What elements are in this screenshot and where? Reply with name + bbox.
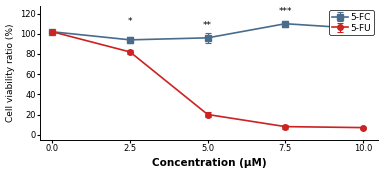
Text: **: ** [203,21,212,30]
Y-axis label: Cell viability ratio (%): Cell viability ratio (%) [5,23,15,122]
Legend: 5-FC, 5-FU: 5-FC, 5-FU [329,10,374,35]
Text: ***: *** [278,7,292,16]
Text: *: * [128,17,132,26]
Text: ***: *** [356,13,370,22]
X-axis label: Concentration (μM): Concentration (μM) [152,159,266,168]
